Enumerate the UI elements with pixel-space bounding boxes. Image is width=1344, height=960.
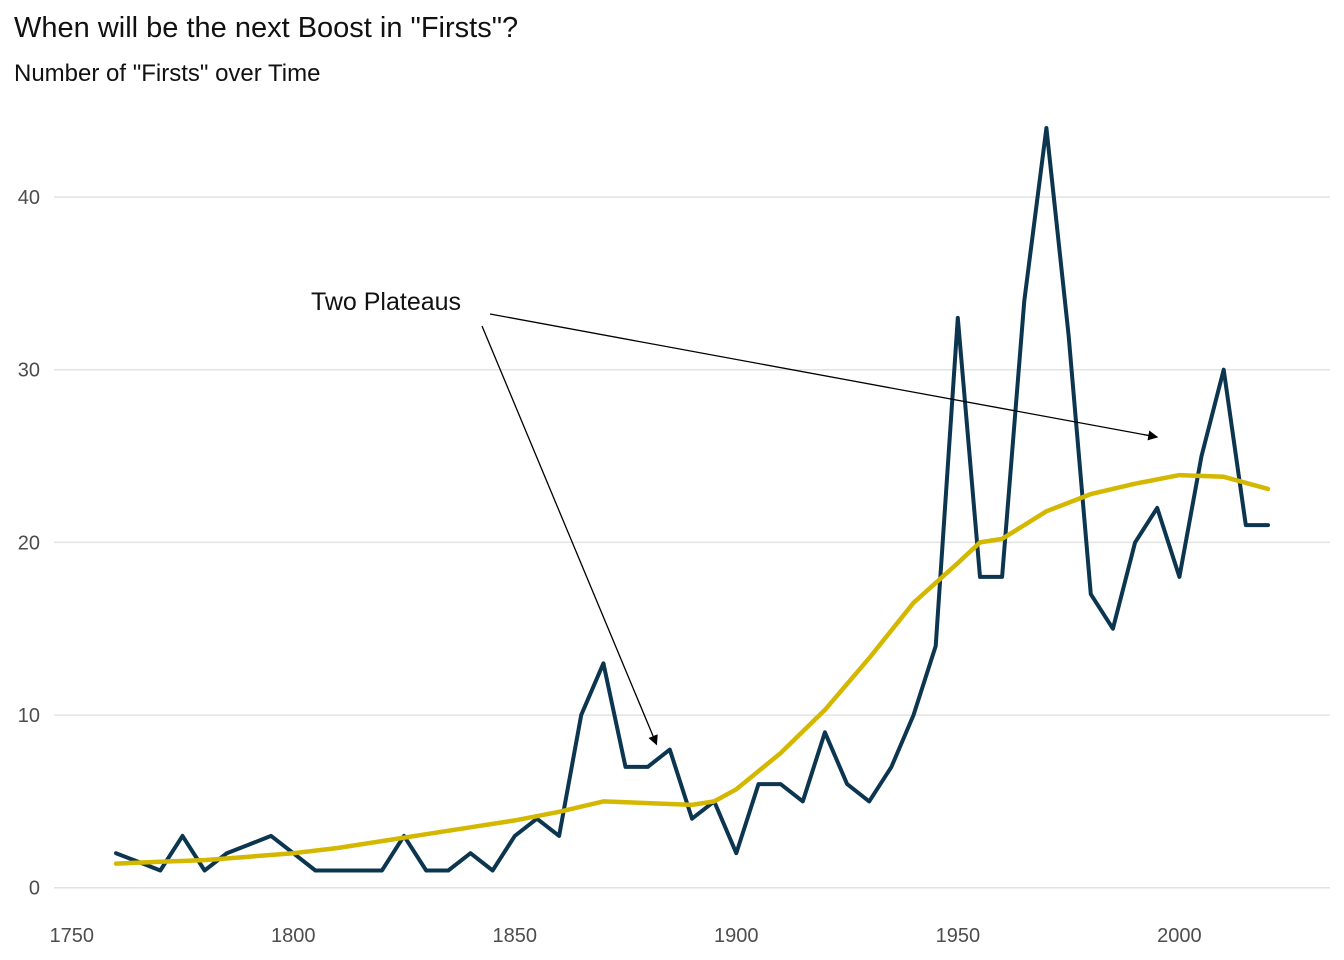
chart-subtitle: Number of "Firsts" over Time <box>14 60 321 87</box>
x-tick-label: 1850 <box>493 925 538 947</box>
y-tick-label: 40 <box>18 187 40 209</box>
trend-line <box>113 472 1271 866</box>
y-tick-label: 10 <box>18 705 40 727</box>
x-tick-label: 1750 <box>49 925 94 947</box>
x-tick-label: 1900 <box>714 925 759 947</box>
annotation-arrow <box>481 325 658 746</box>
x-tick-label: 1950 <box>936 925 981 947</box>
x-tick-label: 2000 <box>1157 925 1202 947</box>
x-tick-label: 1800 <box>271 925 316 947</box>
y-tick-label: 30 <box>18 360 40 382</box>
series-line <box>114 126 1270 873</box>
annotation-label: Two Plateaus <box>311 288 461 316</box>
y-tick-label: 0 <box>29 878 40 900</box>
chart-title: When will be the next Boost in "Firsts"? <box>14 12 519 44</box>
annotation-arrow <box>489 313 1159 441</box>
y-tick-label: 20 <box>18 532 40 554</box>
